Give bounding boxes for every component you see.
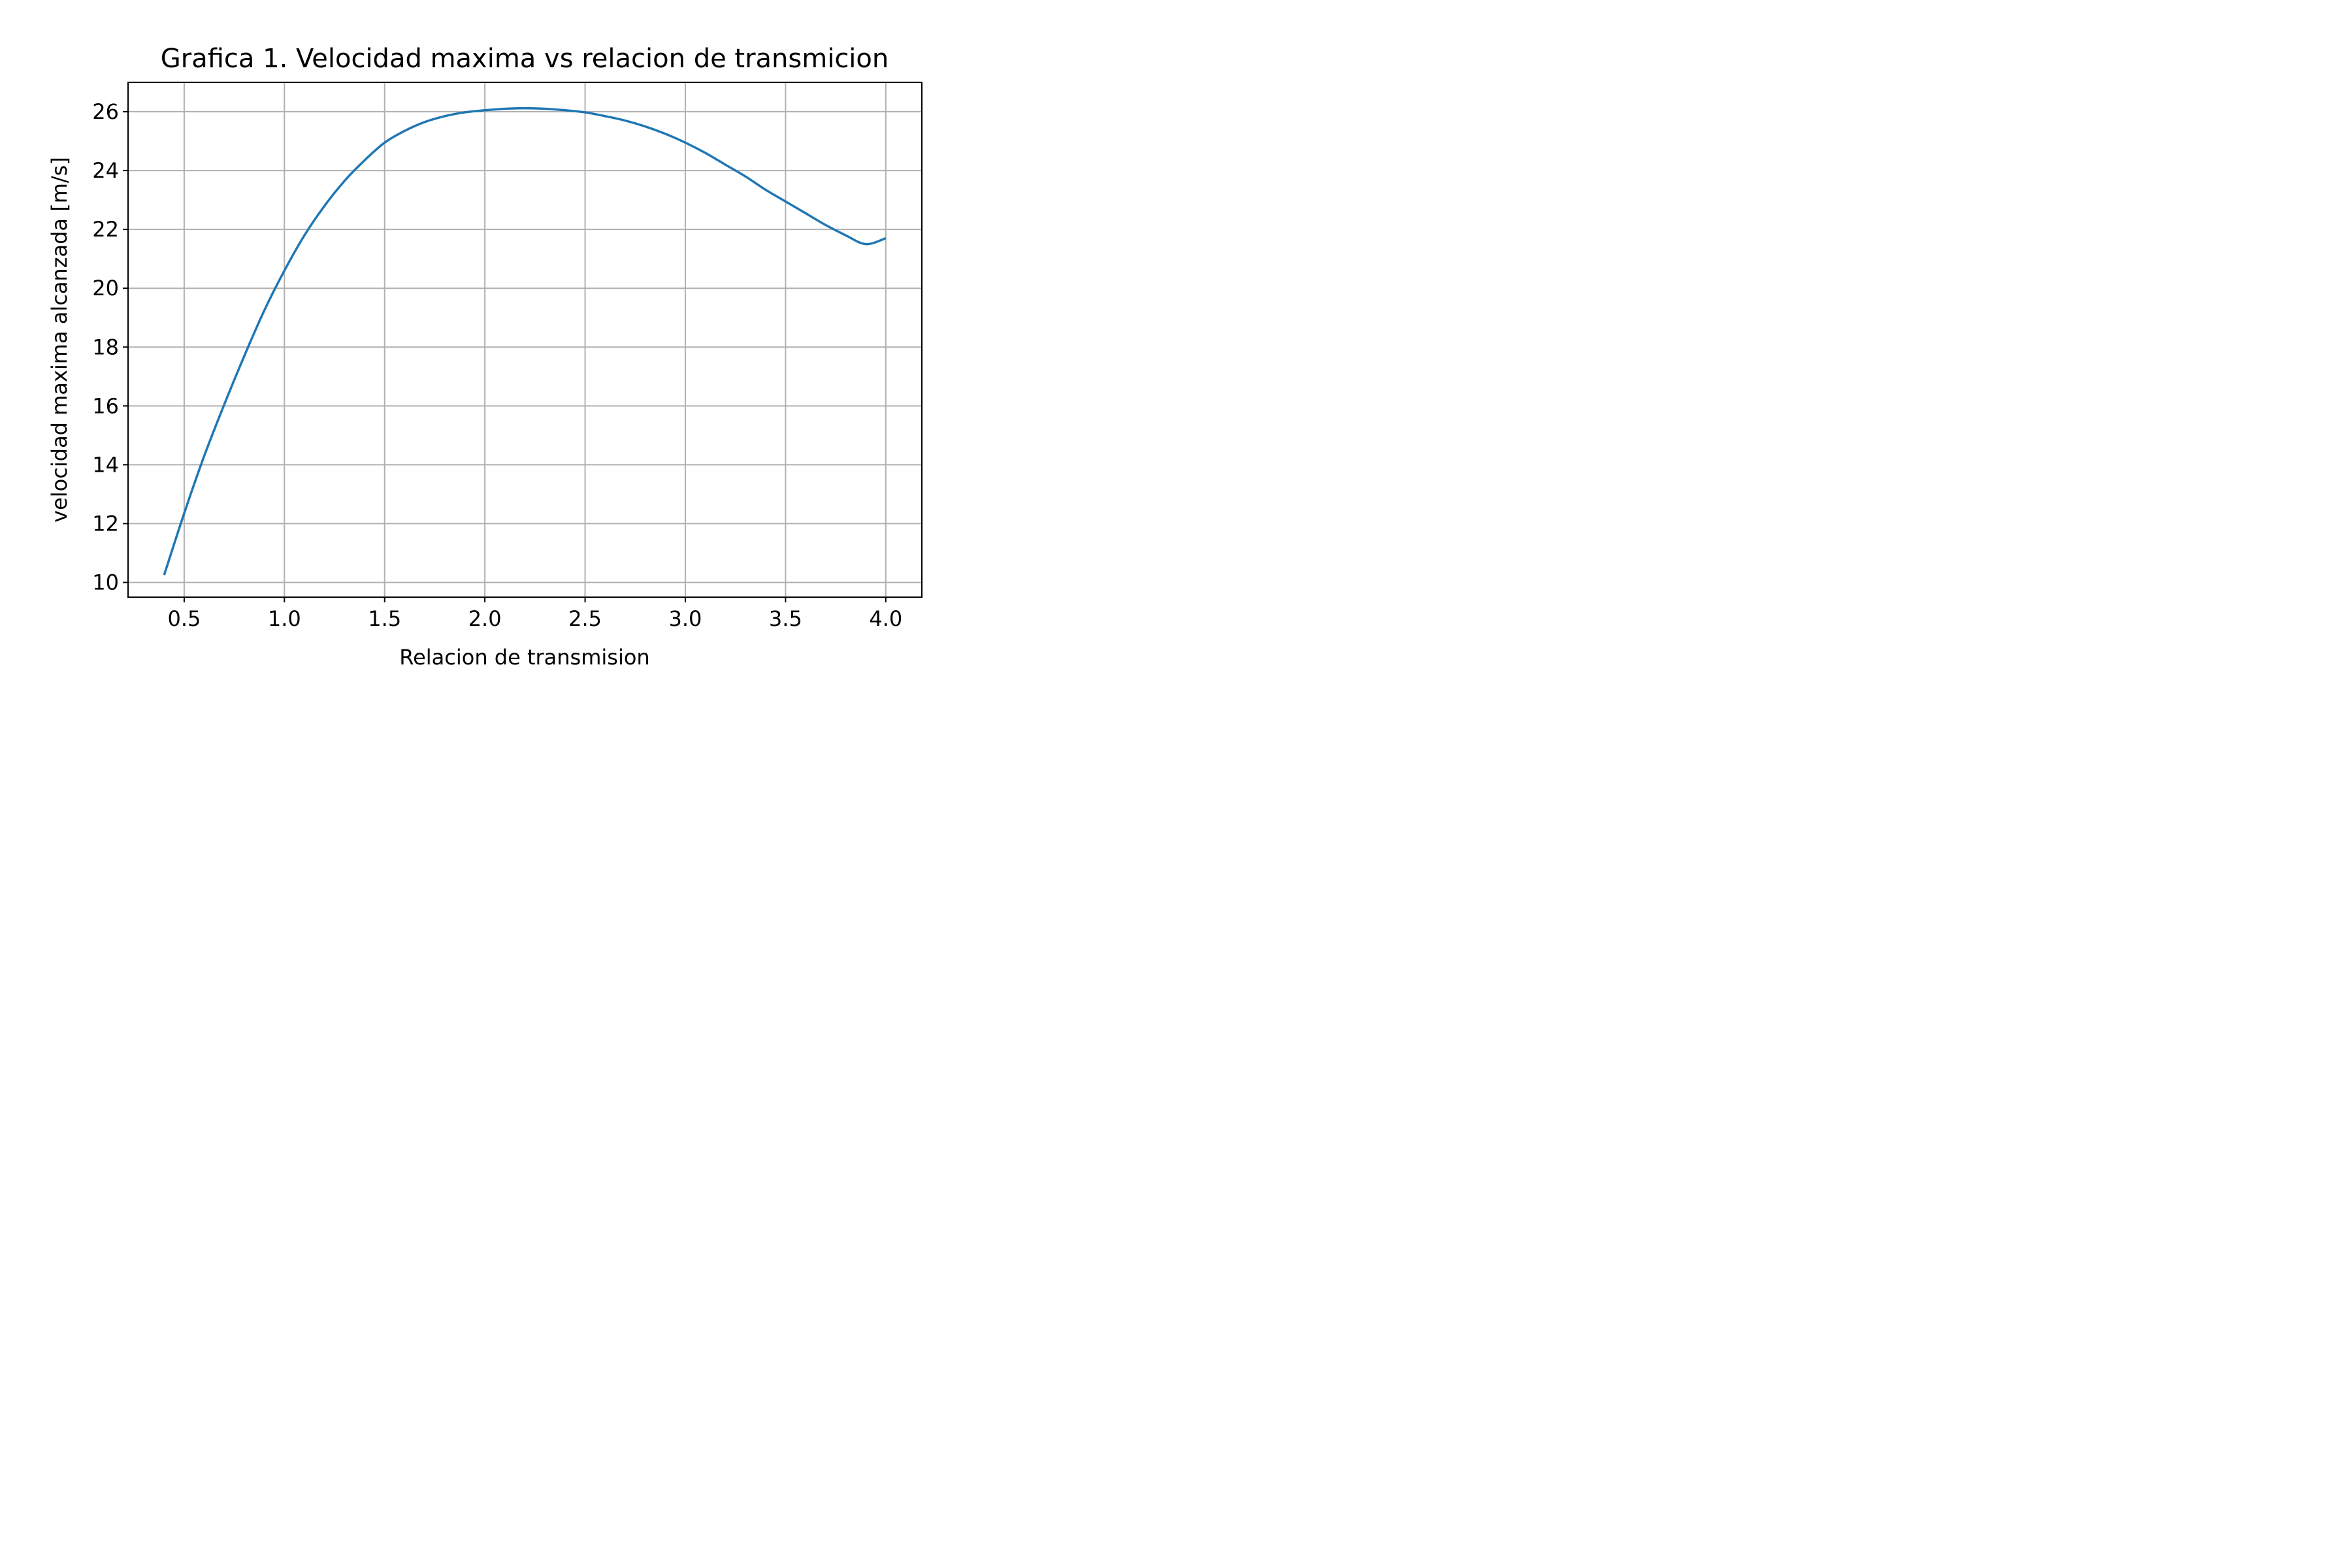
y-tick-label: 18 [92, 335, 119, 359]
plot-frame [127, 82, 923, 598]
x-tick-label: 3.5 [769, 606, 802, 631]
y-tick-label: 10 [92, 570, 119, 595]
plot-area [163, 106, 887, 576]
x-axis: 0.5 1.0 1.5 2.0 2.5 3.0 3.5 4.0 [167, 597, 902, 631]
y-tick-label: 12 [92, 511, 119, 536]
chart-title: Grafica 1. Velocidad maxima vs relacion … [161, 44, 889, 74]
y-tick-label: 16 [92, 393, 119, 418]
y-tick-label: 24 [92, 158, 119, 183]
chart: Grafica 1. Velocidad maxima vs relacion … [47, 44, 923, 670]
x-tick-label: 1.5 [368, 606, 401, 631]
y-tick-label: 26 [92, 99, 119, 124]
y-axis-label: velocidad maxima alcanzada [m/s] [47, 157, 72, 523]
x-tick-label: 2.5 [568, 606, 602, 631]
y-tick-label: 20 [92, 276, 119, 301]
y-axis: 10 12 14 16 18 20 22 24 26 [92, 99, 128, 595]
x-tick-label: 2.0 [468, 606, 502, 631]
x-axis-label: Relacion de transmision [399, 645, 649, 670]
x-tick-label: 3.0 [669, 606, 702, 631]
x-tick-label: 0.5 [167, 606, 201, 631]
grid [128, 82, 922, 597]
y-tick-label: 22 [92, 217, 119, 242]
series-line-0 [163, 106, 887, 576]
y-tick-label: 14 [92, 452, 119, 477]
x-tick-label: 4.0 [869, 606, 902, 631]
x-tick-label: 1.0 [268, 606, 301, 631]
